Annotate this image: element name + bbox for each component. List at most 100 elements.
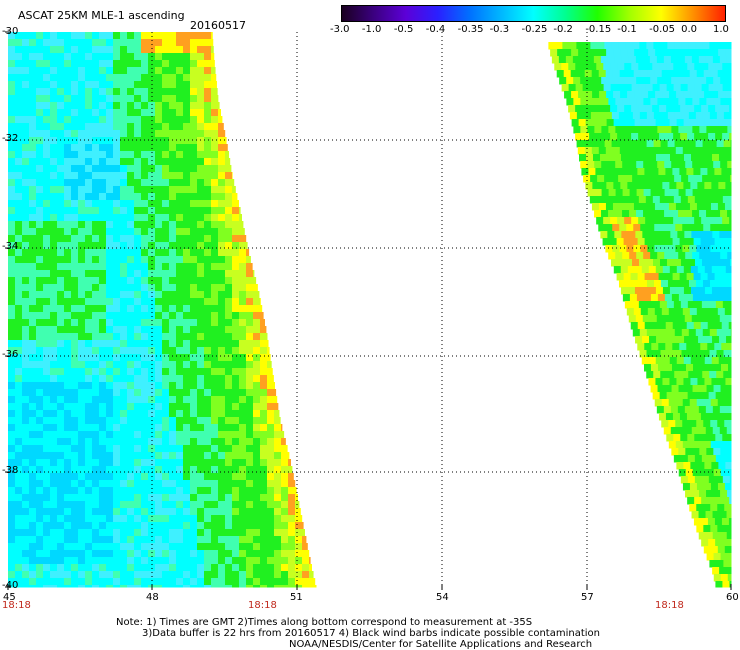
swath-cell	[120, 536, 128, 544]
swath-cell	[22, 466, 30, 474]
swath-cell	[676, 462, 684, 470]
swath-cell	[57, 60, 65, 68]
swath-cell	[71, 543, 79, 551]
swath-cell	[106, 354, 114, 362]
swath-cell	[655, 119, 664, 127]
swath-cell	[596, 63, 604, 71]
swath-cell	[155, 39, 163, 47]
swath-cell	[162, 536, 170, 544]
swath-cell	[106, 578, 114, 586]
swath-cell	[64, 522, 72, 530]
swath-cell	[148, 32, 156, 40]
swath-cell	[183, 284, 191, 292]
swath-cell	[232, 578, 240, 586]
x-tick-label: 48	[146, 592, 159, 603]
swath-cell	[672, 322, 681, 330]
swath-cell	[654, 70, 663, 78]
swath-cell	[106, 522, 114, 530]
swath-cell	[169, 536, 177, 544]
swath-cell	[211, 473, 219, 481]
swath-cell	[155, 515, 163, 523]
swath-cell	[141, 571, 149, 579]
swath-cell	[587, 189, 596, 197]
swath-cell	[601, 189, 610, 197]
swath-cell	[666, 301, 675, 309]
swath-cell	[665, 168, 673, 176]
swath-cell	[134, 193, 142, 201]
swath-cell	[606, 119, 615, 127]
swath-cell	[204, 214, 212, 222]
swath-cell	[592, 49, 600, 57]
swath-cell	[78, 529, 86, 537]
swath-cell	[204, 424, 212, 432]
swath-cell	[36, 130, 44, 138]
swath-cell	[64, 326, 72, 334]
swath-cell	[134, 291, 142, 299]
swath-cell	[50, 172, 58, 180]
swath-cell	[176, 382, 184, 390]
swath-cell	[615, 77, 623, 85]
swath-cell	[232, 333, 240, 341]
swath-cell	[141, 424, 149, 432]
swath-cell	[197, 424, 205, 432]
swath-cell	[204, 319, 212, 327]
swath-cell	[8, 312, 16, 320]
swath-cell	[704, 119, 713, 127]
swath-cell	[690, 357, 699, 365]
swath-cell	[176, 221, 184, 229]
swath-cell	[218, 487, 226, 495]
swath-cell	[127, 438, 135, 446]
swath-cell	[607, 56, 616, 64]
swath-cell	[239, 452, 247, 460]
swath-cell	[218, 550, 226, 558]
swath-cell	[113, 438, 121, 446]
swath-cell	[29, 452, 37, 460]
swath-cell	[36, 543, 44, 551]
swath-cell	[141, 179, 149, 187]
swath-cell	[239, 319, 247, 327]
swath-cell	[274, 529, 282, 537]
swath-cell	[29, 585, 37, 588]
swath-cell	[288, 529, 296, 537]
swath-cell	[615, 161, 623, 169]
swath-cell	[708, 63, 716, 71]
swath-cell	[99, 39, 107, 47]
swath-cell	[183, 543, 191, 551]
swath-cell	[225, 221, 233, 229]
swath-cell	[15, 81, 23, 89]
swath-cell	[169, 522, 177, 530]
swath-cell	[717, 441, 726, 449]
swath-cell	[162, 571, 170, 579]
swath-cell	[665, 322, 674, 330]
swath-cell	[92, 179, 100, 187]
swath-cell	[722, 196, 731, 204]
swath-cell	[57, 102, 65, 110]
swath-cell	[225, 158, 231, 166]
swath-cell	[92, 424, 100, 432]
swath-cell	[22, 32, 30, 40]
swath-cell	[569, 42, 577, 50]
swath-cell	[99, 578, 107, 586]
swath-cell	[711, 182, 719, 190]
swath-cell	[253, 298, 261, 306]
swath-cell	[120, 60, 128, 68]
swath-cell	[701, 133, 709, 141]
swath-cell	[162, 494, 170, 502]
swath-cell	[636, 77, 644, 85]
swath-cell	[617, 84, 626, 92]
swath-cell	[43, 403, 51, 411]
swath-cell	[22, 270, 30, 278]
swath-cell	[659, 392, 668, 400]
swath-cell	[699, 385, 708, 393]
swath-cell	[106, 88, 114, 96]
swath-cell	[8, 193, 16, 201]
swath-cell	[638, 217, 646, 225]
swath-cell	[78, 228, 86, 236]
swath-cell	[134, 347, 142, 355]
swath-cell	[43, 74, 51, 82]
swath-cell	[696, 147, 705, 155]
swath-cell	[127, 67, 135, 75]
swath-cell	[204, 571, 212, 579]
swath-cell	[78, 74, 86, 82]
swath-cell	[141, 263, 149, 271]
